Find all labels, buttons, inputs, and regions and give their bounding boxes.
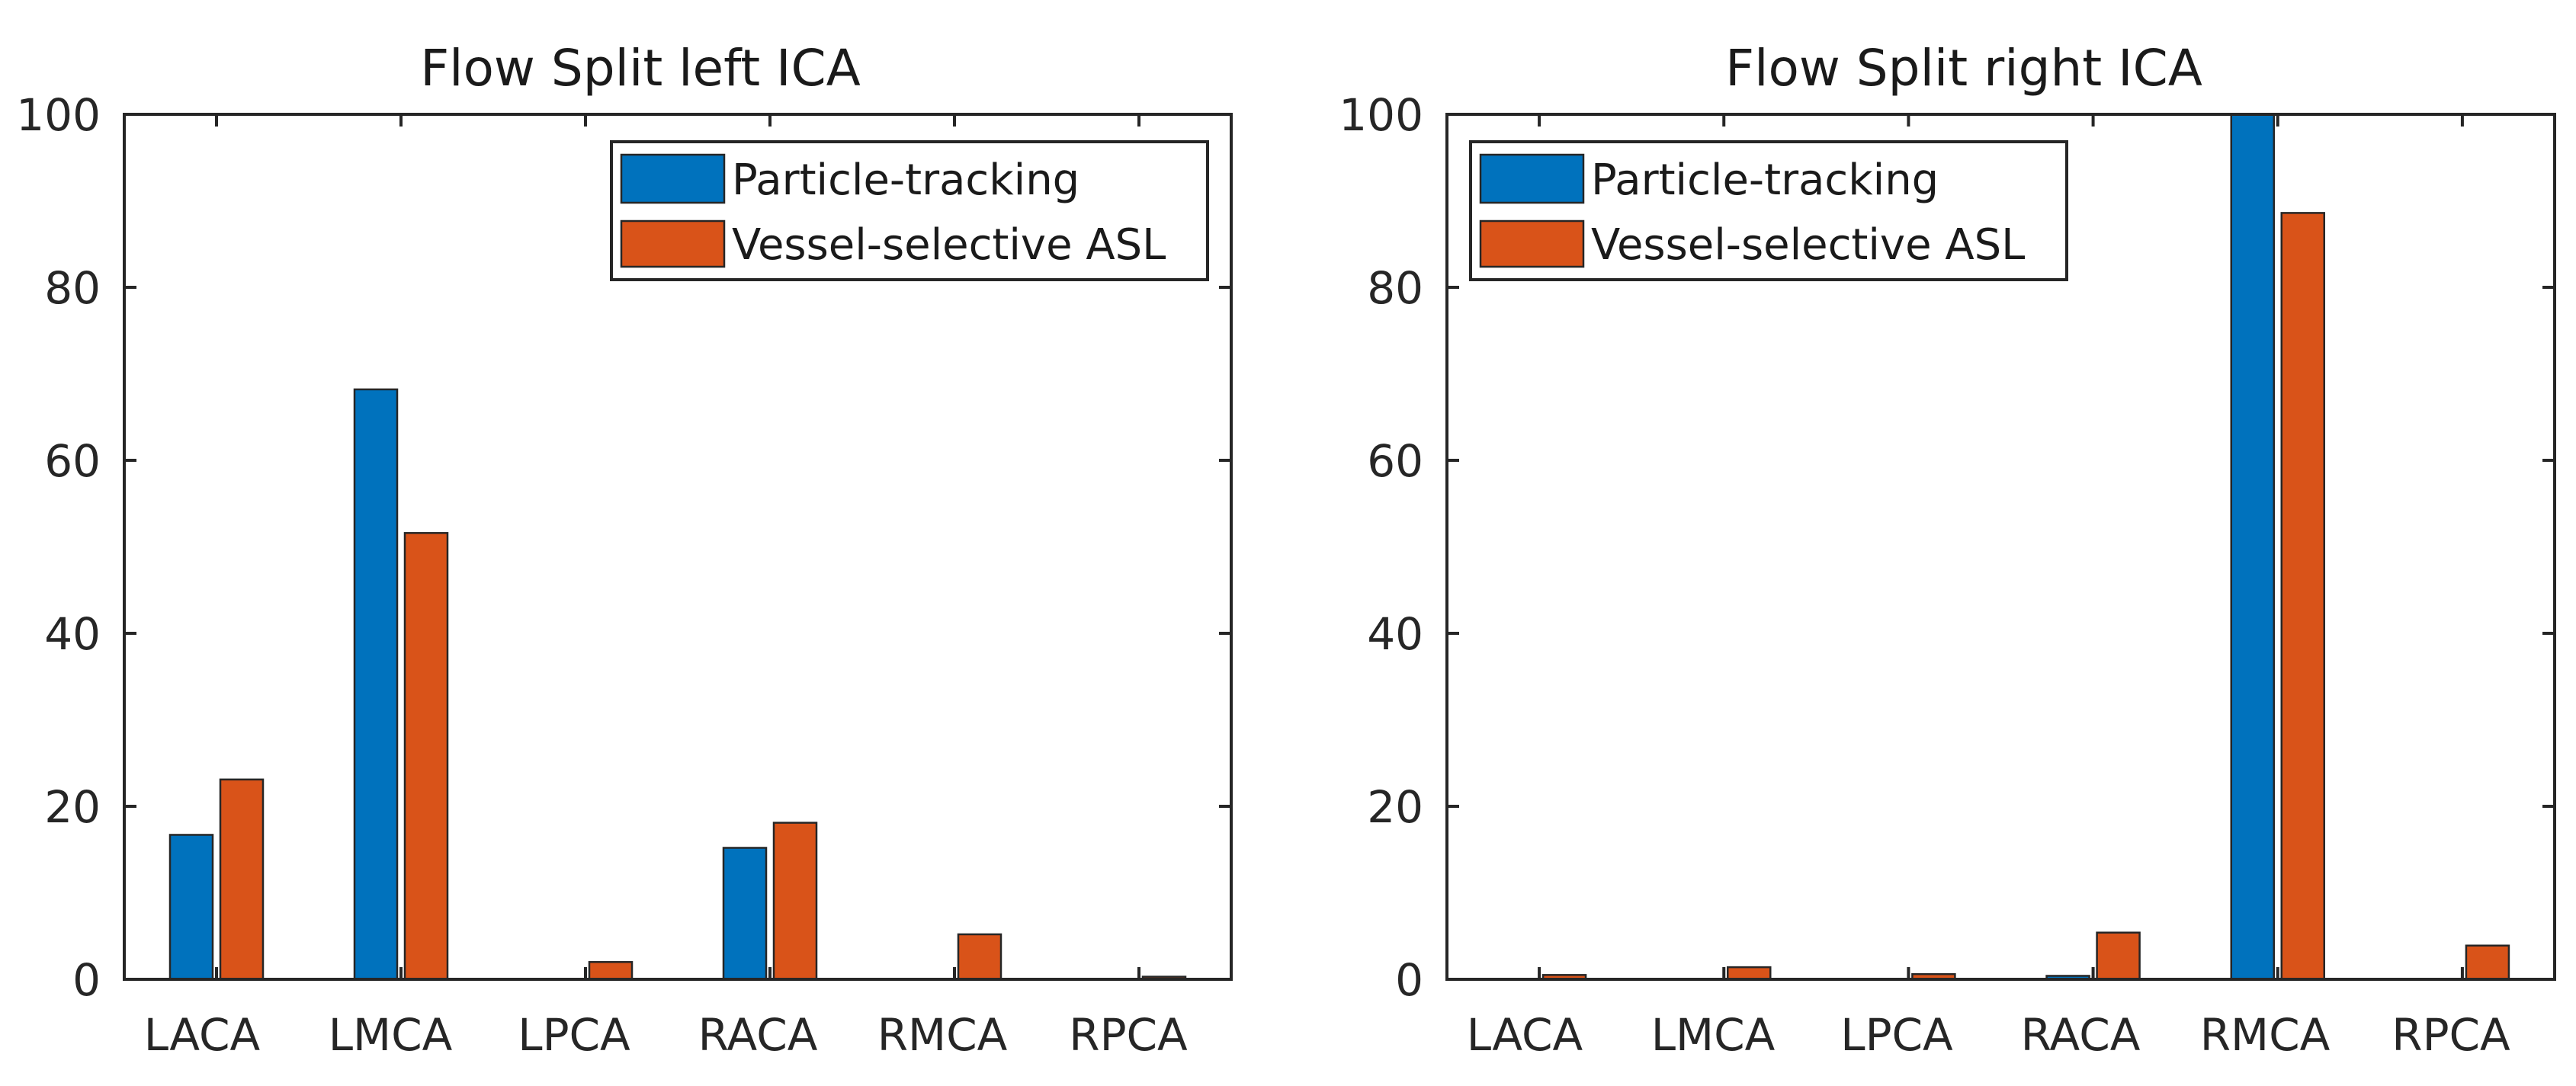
chart-right-ica: Flow Split right ICA 0 20 40 60 80 100 L… — [1339, 39, 2556, 1061]
bar-group — [1541, 113, 2510, 981]
x-tick-label: LMCA — [1651, 1009, 1776, 1061]
bar-lmca-vessel-selective-asl — [1727, 966, 1772, 981]
x-tick-label: RMCA — [2200, 1009, 2331, 1061]
chart-title: Flow Split left ICA — [420, 39, 861, 98]
x-tick-label: RACA — [2021, 1009, 2141, 1061]
bar-lmca-particle-tracking — [353, 388, 399, 981]
axis-ticks — [1447, 113, 2555, 981]
bar-raca-particle-tracking — [722, 847, 768, 981]
y-tick-label: 100 — [1339, 89, 1423, 141]
bar-rmca-vessel-selective-asl — [957, 933, 1002, 981]
y-tick-label: 20 — [1367, 781, 1423, 833]
bar-rmca-vessel-selective-asl — [2280, 212, 2325, 981]
bar-rmca-particle-tracking — [2230, 113, 2275, 981]
x-tick-label: RACA — [698, 1009, 818, 1061]
chart-left-ica: Flow Split left ICA 0 20 40 60 80 100 LA… — [16, 39, 1233, 1061]
legend-swatch-particle-tracking — [1479, 153, 1585, 204]
legend-swatch-particle-tracking — [620, 153, 726, 204]
x-tick-label: LPCA — [518, 1009, 630, 1061]
y-tick-label: 40 — [1367, 608, 1423, 660]
bar-raca-vessel-selective-asl — [772, 822, 818, 981]
x-tick-label: LACA — [1467, 1009, 1583, 1061]
bar-lmca-vessel-selective-asl — [403, 532, 449, 981]
legend-swatch-vessel-selective-asl — [620, 219, 726, 268]
legend: Particle-tracking Vessel-selective ASL — [610, 140, 1209, 281]
plot-area — [123, 113, 1233, 981]
y-tick-label: 60 — [1367, 435, 1423, 487]
y-tick-label: 40 — [44, 608, 101, 660]
legend-label: Vessel-selective ASL — [732, 220, 1166, 270]
y-tick-label: 0 — [72, 954, 101, 1006]
y-tick-label: 0 — [1395, 954, 1423, 1006]
x-axis: LACA LMCA LPCA RACA RMCA RPCA — [1467, 1009, 2510, 1061]
bar-laca-particle-tracking — [168, 834, 214, 981]
x-tick-label: LACA — [144, 1009, 261, 1061]
bar-rpca-vessel-selective-asl — [2465, 944, 2510, 981]
x-axis: LACA LMCA LPCA RACA RMCA RPCA — [144, 1009, 1188, 1061]
bar-group — [168, 388, 1187, 981]
bar-laca-vessel-selective-asl — [219, 778, 265, 981]
x-tick-label: LMCA — [329, 1009, 453, 1061]
plot-area — [1445, 113, 2556, 981]
x-tick-label: RMCA — [877, 1009, 1008, 1061]
y-axis: 0 20 40 60 80 100 — [16, 89, 101, 1006]
legend-label: Vessel-selective ASL — [1591, 220, 2025, 270]
legend-label: Particle-tracking — [732, 155, 1079, 205]
y-tick-label: 100 — [16, 89, 101, 141]
x-tick-label: RPCA — [1069, 1009, 1188, 1061]
bar-raca-vessel-selective-asl — [2096, 931, 2141, 981]
x-tick-label: RPCA — [2392, 1009, 2510, 1061]
chart-title: Flow Split right ICA — [1725, 39, 2202, 98]
y-axis: 0 20 40 60 80 100 — [1339, 89, 1423, 1006]
legend-swatch-vessel-selective-asl — [1479, 219, 1585, 268]
y-tick-label: 80 — [1367, 262, 1423, 314]
legend: Particle-tracking Vessel-selective ASL — [1469, 140, 2068, 281]
y-tick-label: 80 — [44, 262, 101, 314]
y-tick-label: 60 — [44, 435, 101, 487]
axis-ticks — [124, 113, 1231, 981]
bar-lpca-vessel-selective-asl — [588, 961, 634, 981]
legend-label: Particle-tracking — [1591, 155, 1939, 205]
x-tick-label: LPCA — [1840, 1009, 1953, 1061]
y-tick-label: 20 — [44, 781, 101, 833]
